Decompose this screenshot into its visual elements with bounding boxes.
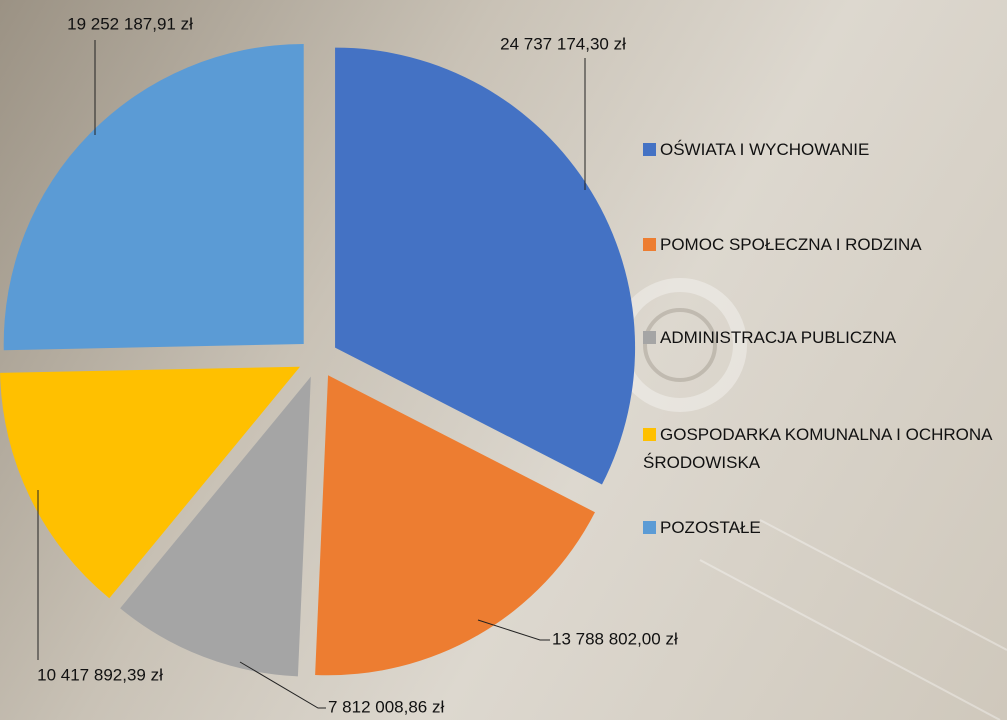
legend-item: POMOC SPOŁECZNA I RODZINA xyxy=(643,231,995,259)
legend-label: POZOSTAŁE xyxy=(660,518,761,537)
pie-slice xyxy=(3,44,304,351)
legend-swatch xyxy=(643,143,656,156)
pie-slice xyxy=(0,366,301,599)
legend-item: ADMINISTRACJA PUBLICZNA xyxy=(643,324,995,352)
leader-line xyxy=(239,661,326,709)
legend-swatch xyxy=(643,238,656,251)
legend-label: OŚWIATA I WYCHOWANIE xyxy=(660,140,870,159)
legend-item: POZOSTAŁE xyxy=(643,514,995,542)
data-label: 19 252 187,91 zł xyxy=(67,14,193,33)
data-label: 24 737 174,30 zł xyxy=(500,34,626,53)
pie-slice xyxy=(120,376,311,677)
data-label: 13 788 802,00 zł xyxy=(552,629,678,648)
legend-label: POMOC SPOŁECZNA I RODZINA xyxy=(660,235,922,254)
leader-line xyxy=(477,619,550,641)
legend-label: GOSPODARKA KOMUNALNA I OCHRONA ŚRODOWISK… xyxy=(643,425,992,472)
pie-slice xyxy=(335,47,636,485)
legend-swatch xyxy=(643,521,656,534)
legend-swatch xyxy=(643,331,656,344)
legend-label: ADMINISTRACJA PUBLICZNA xyxy=(660,328,897,347)
pie-slice xyxy=(315,375,595,676)
data-label: 7 812 008,86 zł xyxy=(328,697,444,716)
legend-item: OŚWIATA I WYCHOWANIE xyxy=(643,136,995,164)
legend-item: GOSPODARKA KOMUNALNA I OCHRONA ŚRODOWISK… xyxy=(643,421,995,477)
legend-swatch xyxy=(643,428,656,441)
data-label: 10 417 892,39 zł xyxy=(37,665,163,684)
